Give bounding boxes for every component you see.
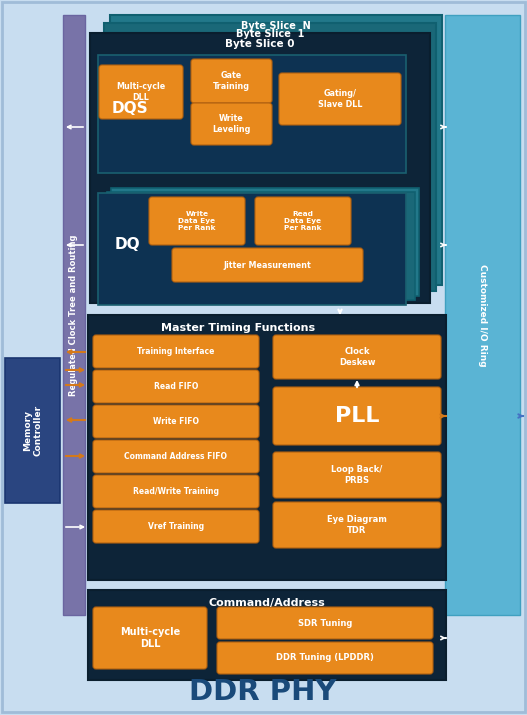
Text: Training Interface: Training Interface (138, 347, 214, 356)
Text: DDR Tuning (LPDDR): DDR Tuning (LPDDR) (276, 654, 374, 663)
Text: Read
Data Eye
Per Rank: Read Data Eye Per Rank (284, 211, 322, 231)
Text: Write
Leveling: Write Leveling (212, 114, 250, 134)
FancyBboxPatch shape (217, 607, 433, 639)
Text: Write
Data Eye
Per Rank: Write Data Eye Per Rank (178, 211, 216, 231)
Text: Memory
Controller: Memory Controller (23, 405, 42, 456)
Text: Multi-cycle
DLL: Multi-cycle DLL (120, 627, 180, 649)
Text: Master Timing Functions: Master Timing Functions (161, 323, 315, 333)
FancyBboxPatch shape (191, 103, 272, 145)
Text: DQ: DQ (114, 237, 140, 252)
FancyBboxPatch shape (273, 335, 441, 379)
Bar (107, 192, 415, 300)
Text: SDR Tuning: SDR Tuning (298, 618, 352, 628)
FancyBboxPatch shape (273, 502, 441, 548)
Text: Vref Training: Vref Training (148, 522, 204, 531)
Bar (63, 15, 85, 615)
Text: Read/Write Training: Read/Write Training (133, 487, 219, 496)
FancyBboxPatch shape (273, 387, 441, 445)
FancyBboxPatch shape (93, 405, 259, 438)
Text: Byte Slice  N: Byte Slice N (241, 21, 311, 31)
Bar (5, 358, 60, 503)
Text: Command/Address: Command/Address (209, 598, 325, 608)
Text: Gating/
Slave DLL: Gating/ Slave DLL (318, 89, 362, 109)
Text: Byte Slice  1: Byte Slice 1 (236, 29, 304, 39)
FancyBboxPatch shape (99, 65, 183, 119)
FancyBboxPatch shape (255, 197, 351, 245)
Text: Multi-cycle
DLL: Multi-cycle DLL (116, 82, 165, 102)
Text: Byte Slice 0: Byte Slice 0 (225, 39, 295, 49)
FancyBboxPatch shape (93, 440, 259, 473)
Bar (110, 15, 442, 285)
Text: Regulated Clock Tree and Routing: Regulated Clock Tree and Routing (70, 235, 79, 395)
Bar (445, 15, 520, 615)
FancyBboxPatch shape (93, 475, 259, 508)
Text: Gate
Training: Gate Training (212, 72, 249, 91)
FancyBboxPatch shape (279, 73, 401, 125)
Bar (98, 193, 406, 305)
FancyBboxPatch shape (273, 452, 441, 498)
Bar (104, 23, 436, 291)
Text: Read FIFO: Read FIFO (154, 382, 198, 391)
Text: Write FIFO: Write FIFO (153, 417, 199, 426)
Text: Eye Diagram
TDR: Eye Diagram TDR (327, 516, 387, 535)
Bar (90, 33, 430, 303)
Bar (88, 315, 446, 580)
Bar (88, 590, 446, 680)
Text: Command Address FIFO: Command Address FIFO (124, 452, 228, 461)
Text: Clock
Deskew: Clock Deskew (339, 347, 375, 367)
Text: Loop Back/
PRBS: Loop Back/ PRBS (331, 465, 383, 485)
Bar (111, 188, 419, 296)
Text: Customized I/O Ring: Customized I/O Ring (478, 264, 487, 366)
Text: PLL: PLL (335, 406, 379, 426)
Text: DQS: DQS (112, 101, 148, 116)
Text: DDR PHY: DDR PHY (189, 678, 337, 706)
FancyBboxPatch shape (93, 607, 207, 669)
FancyBboxPatch shape (93, 370, 259, 403)
FancyBboxPatch shape (93, 335, 259, 368)
FancyBboxPatch shape (191, 59, 272, 103)
FancyBboxPatch shape (172, 248, 363, 282)
Text: Jitter Measurement: Jitter Measurement (223, 260, 311, 270)
FancyBboxPatch shape (217, 642, 433, 674)
Bar (98, 55, 406, 173)
FancyBboxPatch shape (149, 197, 245, 245)
FancyBboxPatch shape (93, 510, 259, 543)
